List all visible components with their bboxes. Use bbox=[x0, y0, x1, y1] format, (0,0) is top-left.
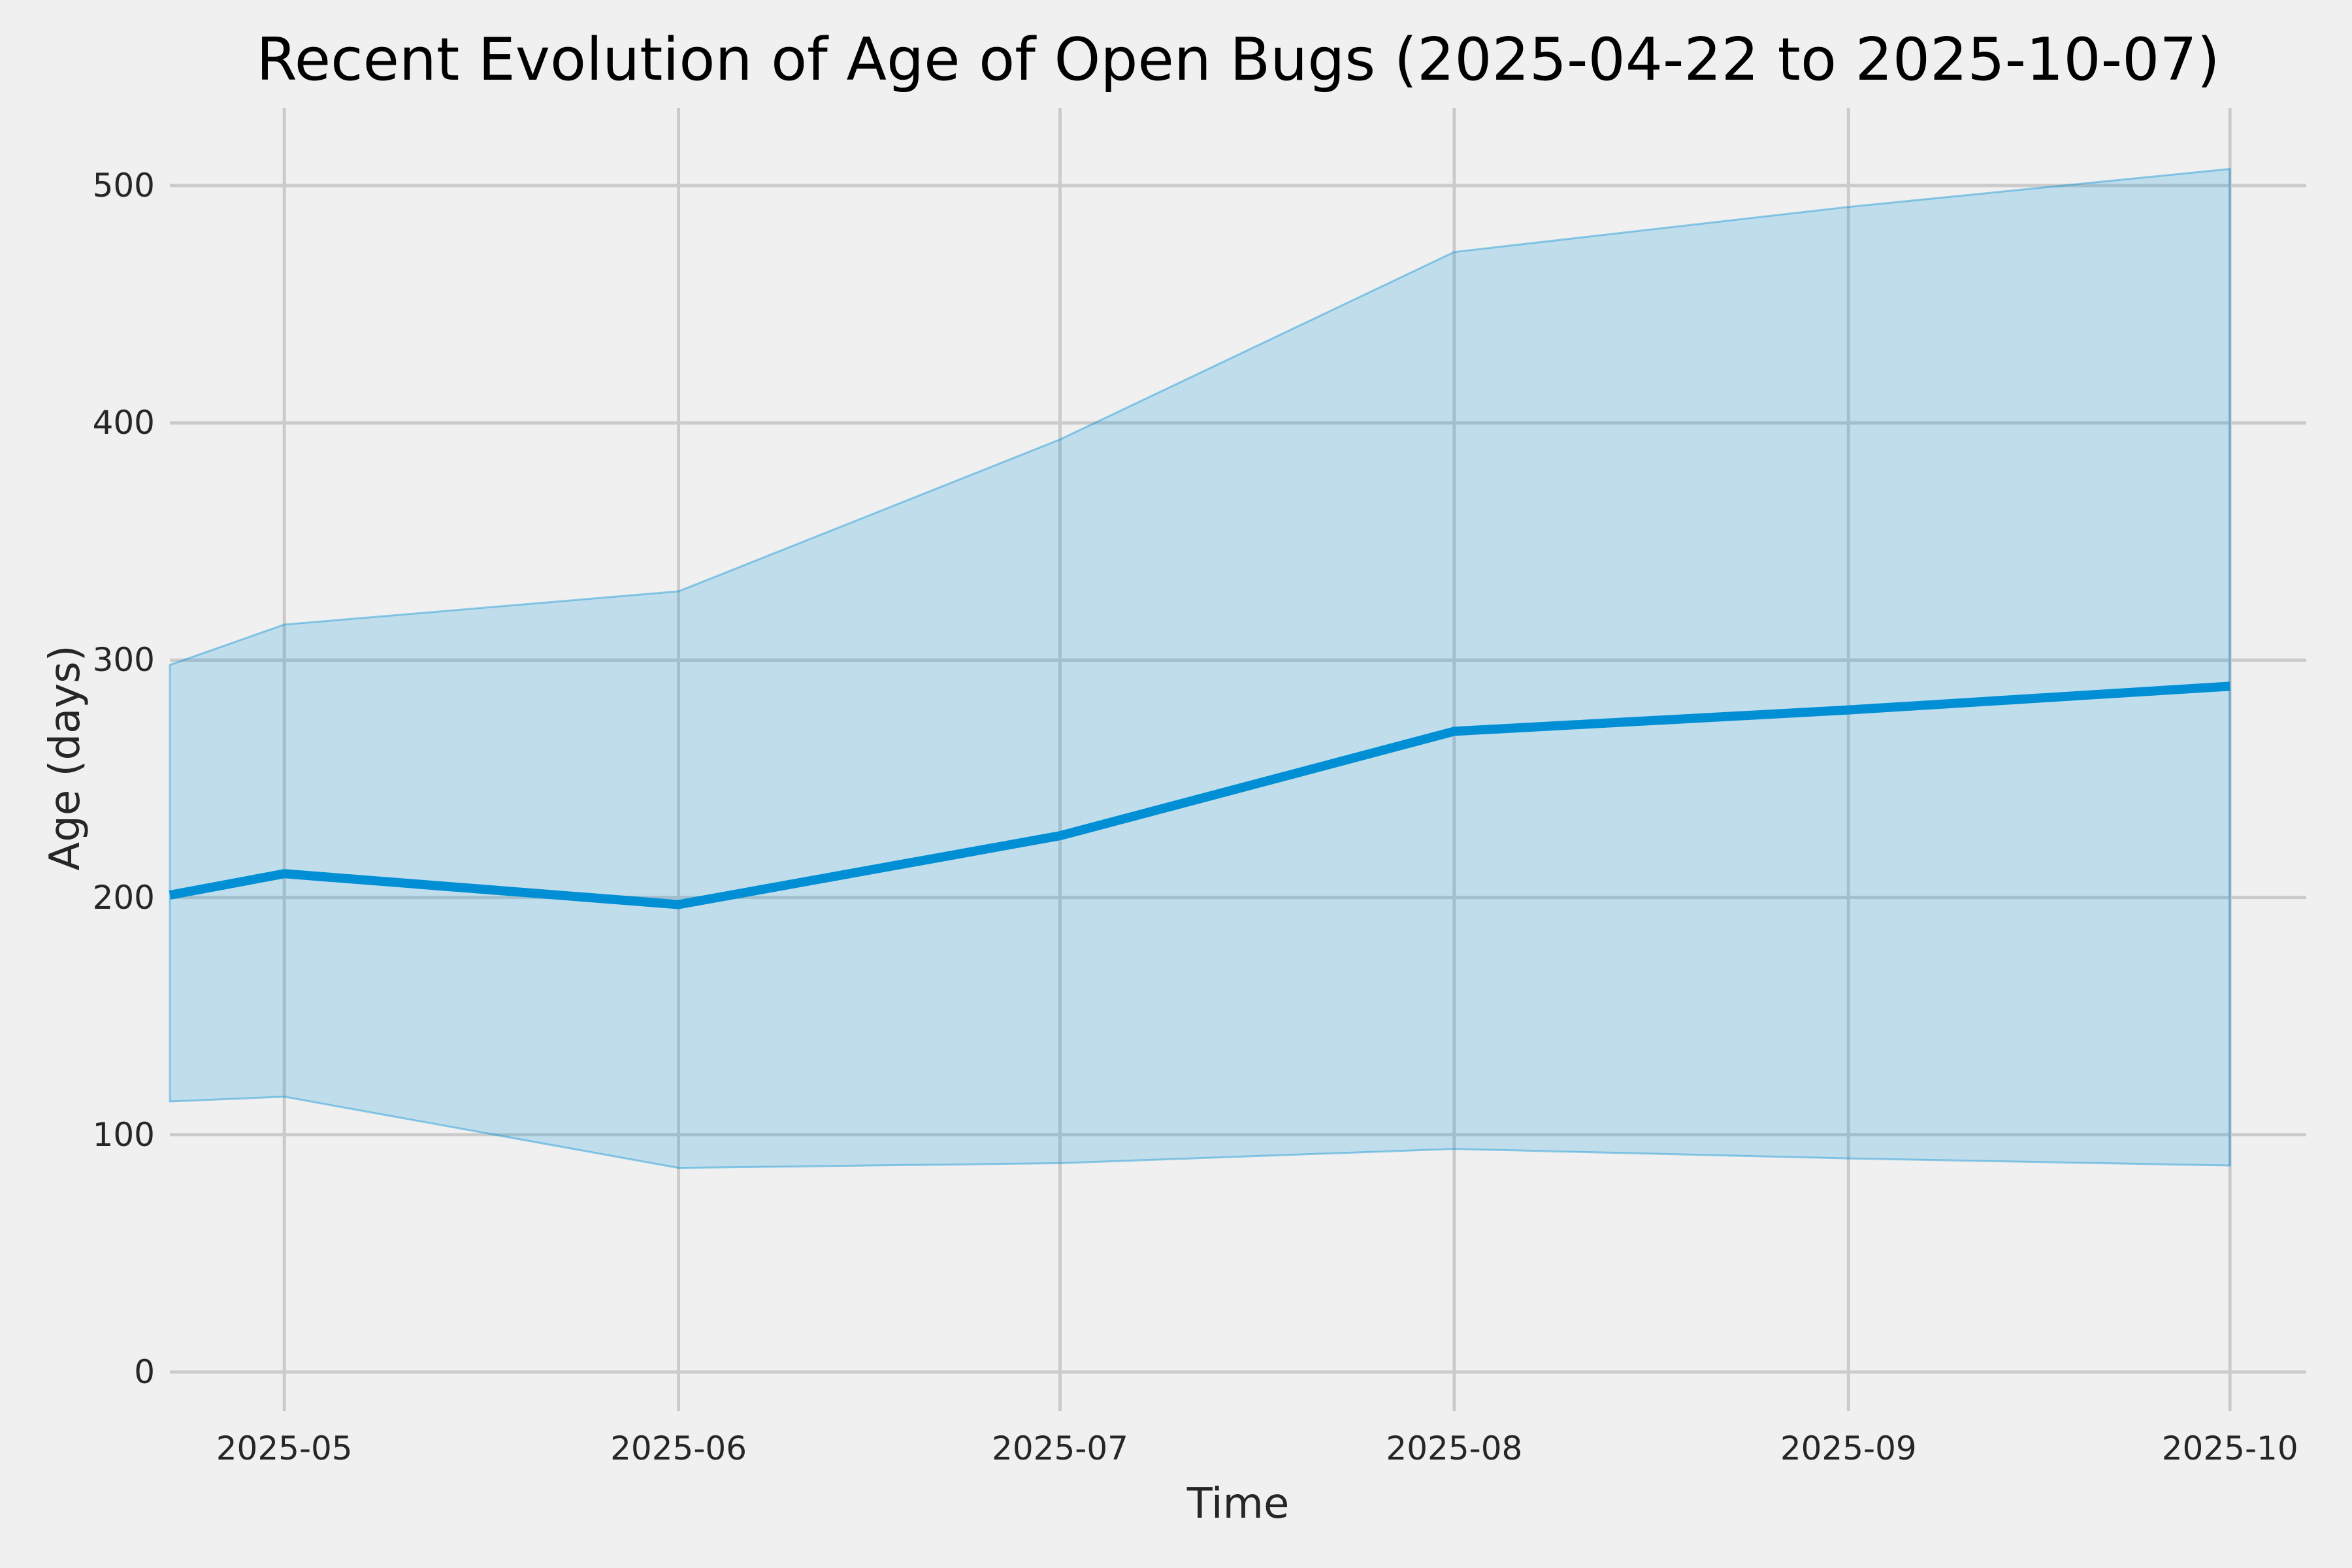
x-tick-label: 2025-06 bbox=[610, 1429, 747, 1467]
y-tick-label: 100 bbox=[92, 1115, 155, 1154]
y-tick-label: 400 bbox=[92, 404, 155, 442]
y-tick-label: 200 bbox=[92, 878, 155, 917]
x-tick-label: 2025-05 bbox=[216, 1429, 353, 1467]
chart-title: Recent Evolution of Age of Open Bugs (20… bbox=[256, 25, 2220, 94]
x-tick-label: 2025-08 bbox=[1386, 1429, 1523, 1467]
confidence-band bbox=[169, 167, 2231, 1169]
x-tick-label: 2025-07 bbox=[992, 1429, 1128, 1467]
y-tick-label: 300 bbox=[92, 641, 155, 679]
median-line bbox=[169, 681, 2230, 909]
x-tick-label: 2025-10 bbox=[2161, 1429, 2298, 1467]
y-tick-label: 0 bbox=[134, 1353, 155, 1391]
gridlines bbox=[170, 108, 2306, 1411]
x-tick-label: 2025-09 bbox=[1780, 1429, 1917, 1467]
x-axis-label: Time bbox=[1186, 1480, 1290, 1528]
y-tick-label: 500 bbox=[92, 167, 155, 204]
y-axis-label: Age (days) bbox=[41, 645, 90, 871]
data-layer bbox=[169, 167, 2231, 1169]
